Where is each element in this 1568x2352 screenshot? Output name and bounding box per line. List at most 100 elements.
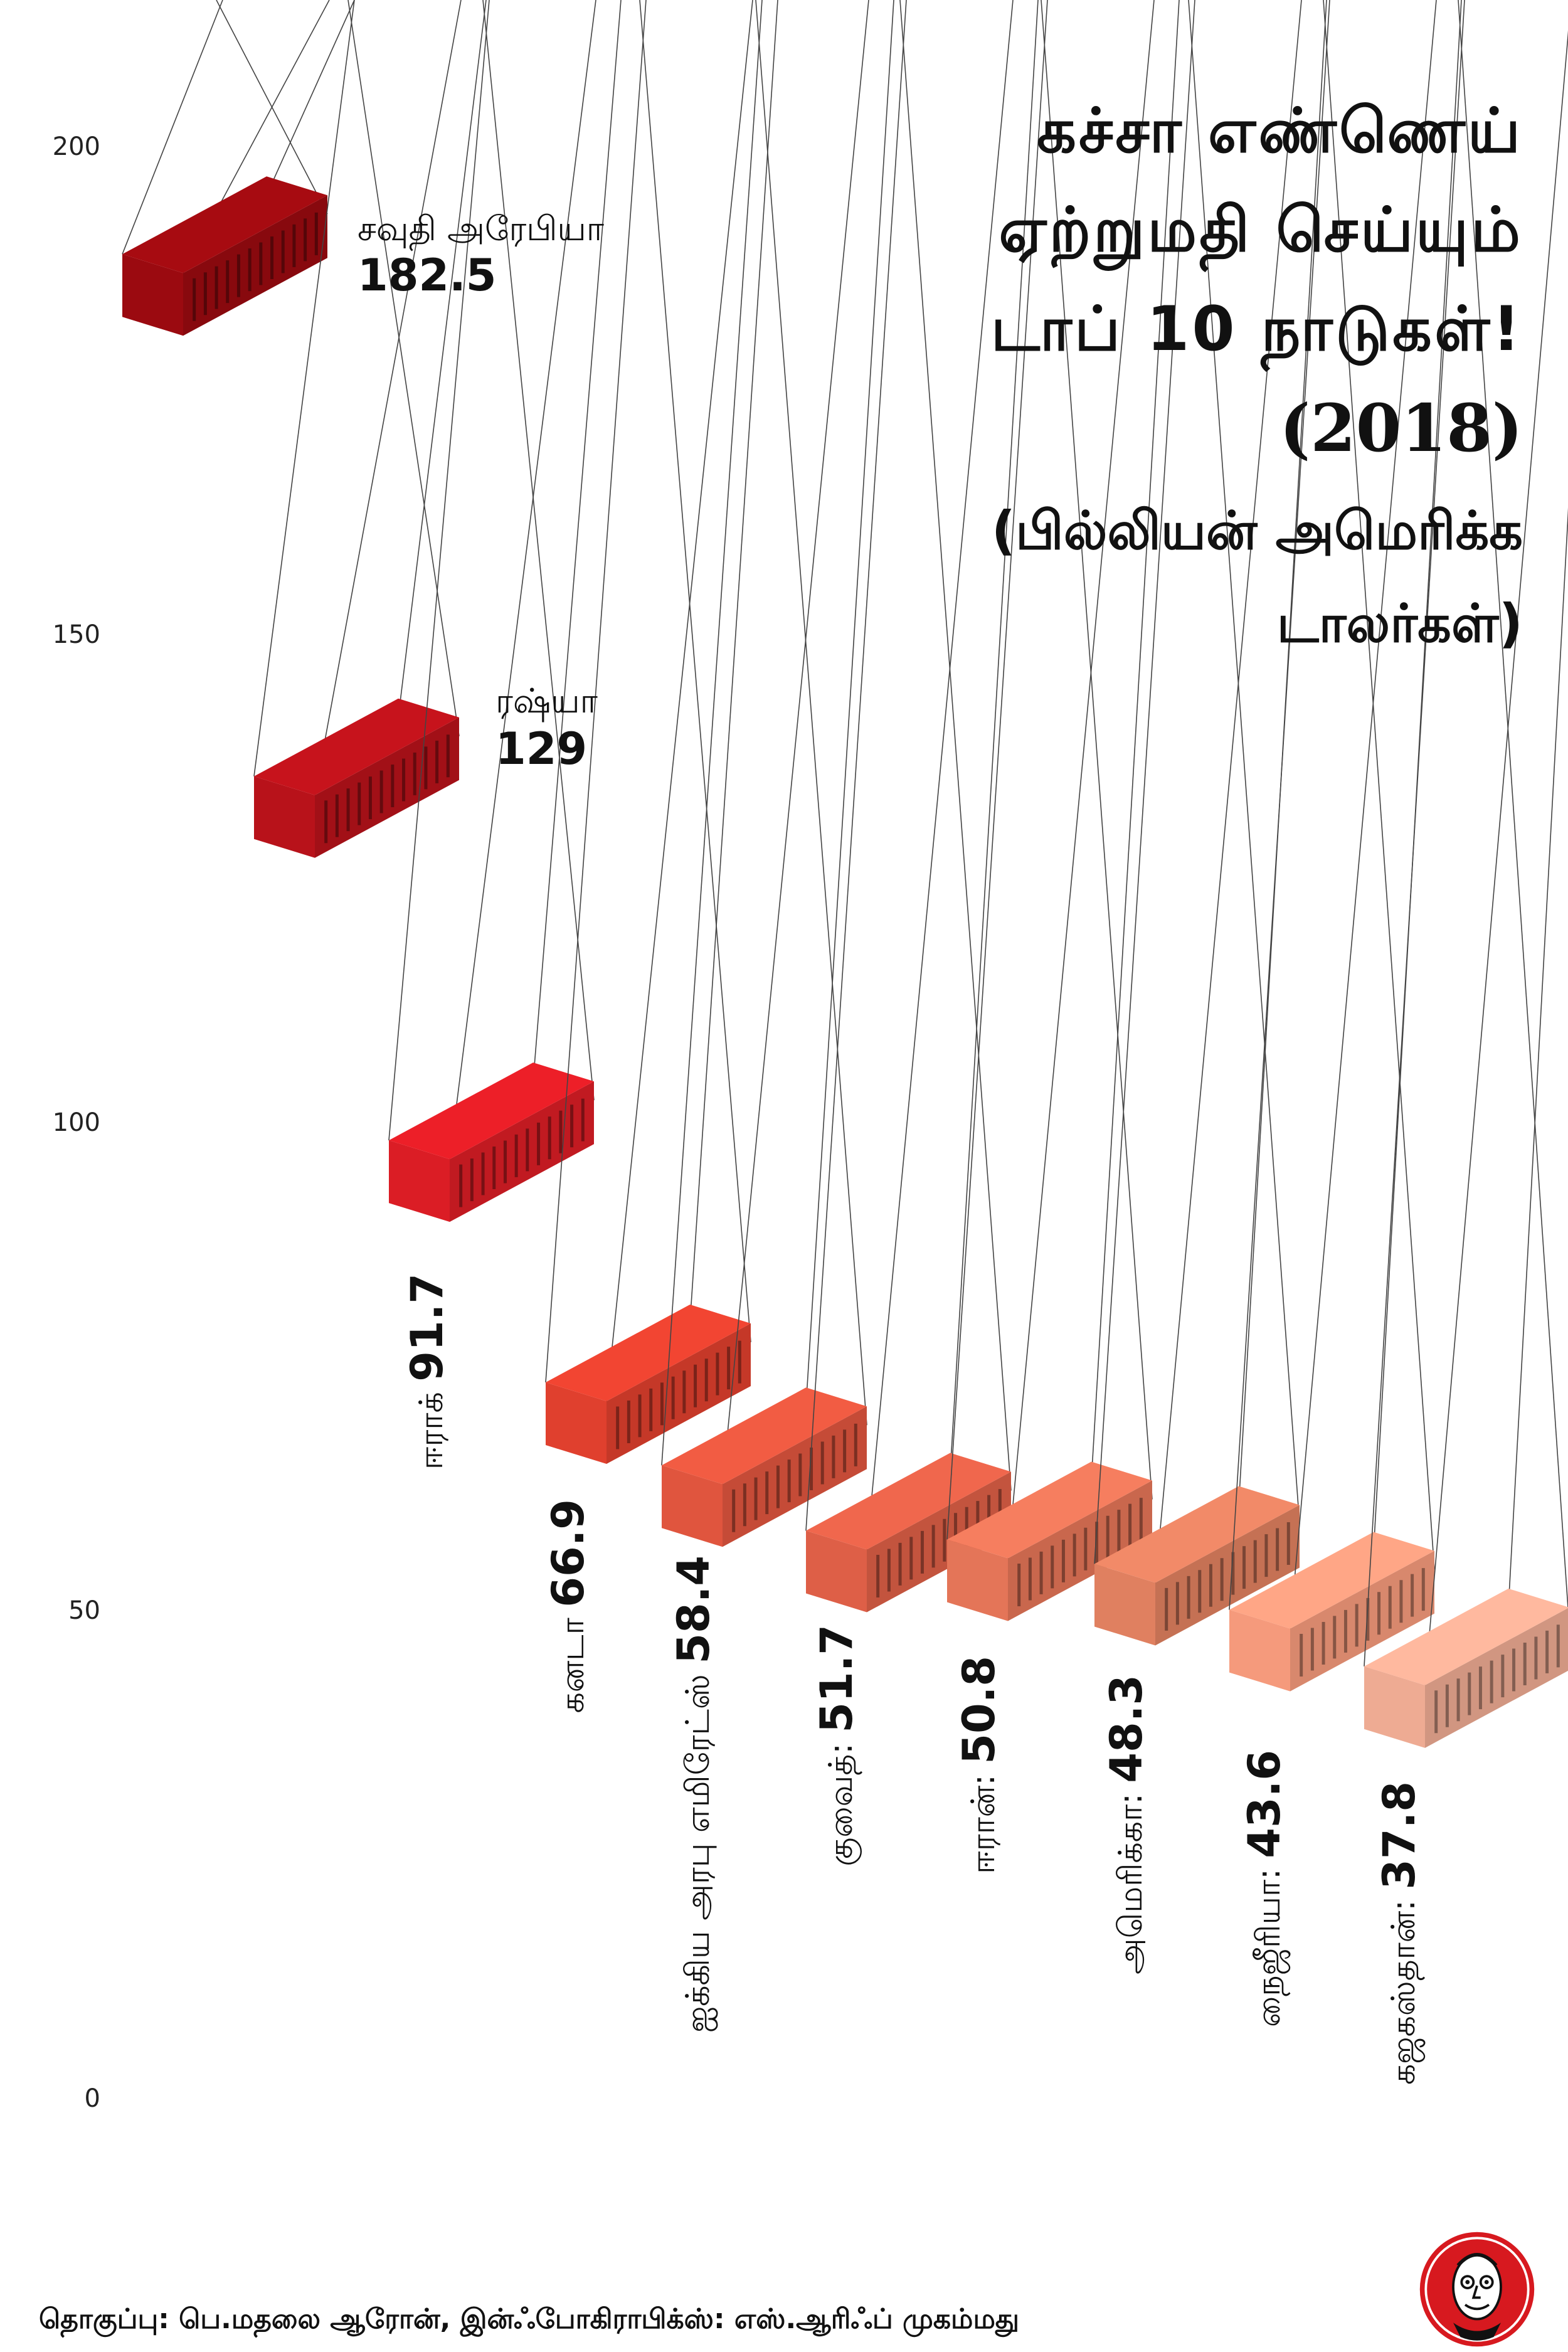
cable-line xyxy=(805,0,894,1407)
container-front-face xyxy=(1094,1564,1155,1646)
cable-line xyxy=(1508,507,1568,1608)
unit-line-2: டாலர்கள்) xyxy=(1276,593,1523,654)
y-tick-label-150: 150 xyxy=(53,620,100,649)
y-tick-label-100: 100 xyxy=(53,1108,100,1137)
container-side-face xyxy=(607,1323,751,1465)
data-label-10: 37.8 xyxy=(1374,1781,1425,1890)
y-tick-label-50: 50 xyxy=(68,1596,100,1625)
credit-line: தொகுப்பு: பெ.மதலை ஆரோன், இன்ஃபோகிராபிக்ஸ… xyxy=(39,2303,1020,2335)
category-label-7: ஈரான்: xyxy=(965,1764,1002,1874)
category-value-label-6: குவைத்: 51.7 xyxy=(811,1624,862,1867)
container-front-face xyxy=(254,776,315,858)
title-line-1: கச்சா எண்ணெய் xyxy=(1037,95,1523,167)
container-front-face xyxy=(1364,1666,1425,1748)
container-top-face xyxy=(254,698,459,795)
category-label-4: கனடா xyxy=(554,1608,591,1714)
category-value-label-4: கனடா 66.9 xyxy=(543,1499,594,1714)
container-bar-9 xyxy=(1229,0,1462,1692)
category-label-5: ஐக்கிய அரபு எமிரேட்ஸ் xyxy=(679,1664,718,2033)
cable-line xyxy=(1188,0,1300,1524)
container-side-face xyxy=(183,195,327,336)
title-year: (2018) xyxy=(1279,389,1523,467)
container-side-face xyxy=(1155,1505,1300,1646)
cable-line xyxy=(122,0,223,255)
container-top-face xyxy=(389,1062,594,1160)
mascot-logo-icon xyxy=(1419,2232,1535,2347)
cable-line xyxy=(347,0,460,736)
container-side-face xyxy=(1290,1550,1434,1692)
container-bar-7 xyxy=(946,0,1180,1621)
category-label-1: சவுதி அரேபியா xyxy=(358,209,604,252)
container-side-face xyxy=(1008,1480,1152,1621)
title-line-3: டாப் 10 நாடுகள்! xyxy=(990,294,1523,365)
cable-line xyxy=(1229,0,1330,1610)
container-front-face xyxy=(806,1530,867,1613)
cable-line xyxy=(722,0,869,1485)
cable-line xyxy=(950,0,1039,1472)
container-top-face xyxy=(1094,1486,1300,1583)
cable-line xyxy=(1323,0,1435,1570)
cable-line xyxy=(388,0,490,1141)
cable-line xyxy=(899,0,1012,1491)
data-label-3: 91.7 xyxy=(401,1273,453,1382)
cable-line xyxy=(1458,0,1568,1616)
container-top-face xyxy=(122,176,327,273)
container-bar-4 xyxy=(545,0,778,1465)
container-side-face xyxy=(867,1471,1011,1613)
cable-line xyxy=(639,0,751,1343)
container-bar-10 xyxy=(1364,0,1568,1748)
cable-line xyxy=(449,0,596,1160)
cable-line xyxy=(266,0,355,196)
chart-title: கச்சா எண்ணெய் ஏற்றுமதி செய்யும் டாப் 10 … xyxy=(770,82,1523,664)
cable-line xyxy=(1364,0,1465,1666)
cable-line xyxy=(606,0,753,1402)
cable-line xyxy=(545,0,647,1383)
cable-line xyxy=(1424,30,1568,1685)
cable-line xyxy=(1091,0,1180,1481)
container-front-face xyxy=(389,1140,450,1222)
container-top-face xyxy=(1364,1588,1568,1685)
y-tick-label-0: 0 xyxy=(85,2084,100,2113)
container-front-face xyxy=(662,1465,723,1547)
data-label-5: 58.4 xyxy=(668,1555,719,1664)
category-value-label-9: நைஜீரியா: 43.6 xyxy=(1239,1750,1291,2027)
category-value-label-8: அமெரிக்கா: 48.3 xyxy=(1101,1675,1152,1974)
cable-line xyxy=(661,0,763,1466)
container-bar-6 xyxy=(805,0,1039,1613)
data-label-7: 50.8 xyxy=(953,1656,1005,1764)
unit-line-1: (பில்லியன் அமெரிக்க xyxy=(991,500,1523,561)
cable-line xyxy=(1007,0,1155,1559)
category-label-6: குவைத்: xyxy=(822,1733,862,1867)
container-front-face xyxy=(947,1539,1008,1621)
data-label-1: 182.5 xyxy=(358,250,496,301)
cable-line xyxy=(1094,0,1195,1564)
data-label-6: 51.7 xyxy=(811,1624,862,1733)
container-top-face xyxy=(806,1453,1011,1550)
cable-line xyxy=(946,0,1048,1540)
container-top-face xyxy=(947,1461,1152,1559)
container-top-face xyxy=(1229,1532,1434,1629)
container-side-face xyxy=(1425,1608,1568,1748)
data-label-9: 43.6 xyxy=(1239,1750,1290,1858)
cable-line xyxy=(1290,0,1437,1629)
category-value-label-7: ஈரான்: 50.8 xyxy=(953,1656,1005,1874)
category-label-10: கஜகஸ்தான்: xyxy=(1385,1890,1426,2085)
cable-line xyxy=(755,0,867,1426)
container-front-face xyxy=(1229,1609,1290,1692)
y-tick-label-200: 200 xyxy=(53,132,100,161)
data-label-8: 48.3 xyxy=(1101,1675,1152,1783)
container-bar-8 xyxy=(1094,0,1327,1646)
category-label-9: நைஜீரியா: xyxy=(1250,1858,1291,2027)
cable-line xyxy=(1041,0,1153,1500)
container-top-face xyxy=(662,1387,867,1485)
y-axis: 0 50 100 150 200 xyxy=(53,132,100,2113)
cable-line xyxy=(689,0,778,1324)
title-line-2: ஏற்றுமதி செய்யும் xyxy=(999,194,1523,266)
container-bar-1 xyxy=(122,0,355,336)
cable-line xyxy=(314,0,462,795)
cable-line xyxy=(398,0,487,718)
category-label-3: ஈராக் xyxy=(413,1382,450,1470)
cable-line xyxy=(1155,0,1302,1583)
cable-line xyxy=(482,0,595,1101)
